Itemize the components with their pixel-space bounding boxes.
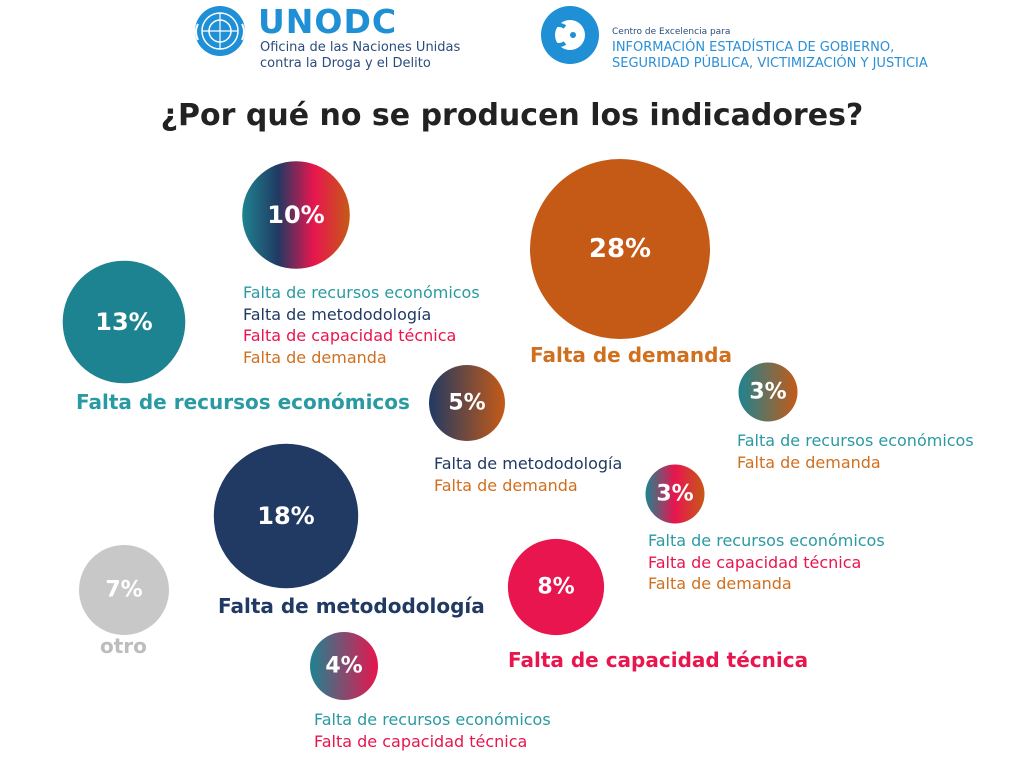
bubble-value-8: 7% [105,578,142,603]
bubble-6 [213,443,359,589]
bubble-1 [242,161,350,269]
bubble-label-7: Falta de recursos económicos Falta de cap… [648,530,885,595]
cause-recursos: Falta de recursos económicos [737,431,974,450]
bubble-value-7: 3% [656,482,693,507]
cause-demanda: Falta de demanda [243,347,387,367]
cees-line2: SEGURIDAD PÚBLICA, VICTIMIZACIÓN Y JUSTI… [612,56,928,71]
bubble-4 [429,365,505,441]
cause-demanda: Falta de demanda [434,475,578,495]
cause-recursos: Falta de recursos económicos [314,710,551,729]
bubble-label-5: Falta de recursos económicos Falta de dem… [737,430,974,473]
bubble-2 [530,159,710,339]
unodc-subtitle-line1: Oficina de las Naciones Unidas [260,40,461,55]
cause-demanda: Falta de demanda [648,574,792,593]
cause-demanda: Falta de demanda [530,343,732,367]
cause-metodologia: Falta de metododología [243,304,432,324]
cause-metodologia: Falta de metododología [218,594,485,618]
bubble-7 [645,464,705,524]
bubble-value-1: 10% [267,201,324,229]
bubble-8 [79,545,169,635]
cause-capacidad: Falta de capacidad técnica [314,731,528,751]
unodc-subtitle-line2: contra la Droga y el Delito [260,56,431,71]
cause-otro: otro [100,634,147,658]
bubble-label-10: Falta de recursos económicos Falta de cap… [314,709,551,752]
cees-caption: Centro de Excelencia para [612,27,731,37]
cause-capacidad: Falta de capacidad técnica [243,326,457,345]
bubble-value-3: 13% [95,308,152,336]
un-emblem-icon [195,6,245,56]
bubble-3 [62,260,186,384]
bubble-label-8: otro [100,634,147,658]
cause-recursos: Falta de recursos económicos [243,283,480,302]
bubble-value-9: 8% [537,575,574,600]
cause-demanda: Falta de demanda [737,452,881,472]
cees-line1: INFORMACIÓN ESTADÍSTICA DE GOBIERNO, [612,40,895,55]
bubble-label-2: Falta de demanda [530,343,732,367]
bubble-label-9: Falta de capacidad técnica [508,648,809,672]
bubble-label-1: Falta de recursos económicos Falta de met… [243,282,480,368]
chart-title: ¿Por qué no se producen los indicadores? [160,98,864,133]
cause-metodologia: Falta de metododología [434,454,623,473]
header: UNODC Oficina de las Naciones Unidas con… [0,0,1024,90]
bubble-10 [310,632,378,700]
bubble-value-5: 3% [749,380,786,405]
bubble-5 [738,362,798,422]
cause-capacidad: Falta de capacidad técnica [648,552,862,572]
bubble-value-2: 28% [589,234,651,264]
unodc-title: UNODC [258,2,398,41]
cause-recursos: Falta de recursos económicos [648,531,885,550]
bubble-9 [507,538,605,636]
bubble-value-10: 4% [325,654,362,679]
bubble-label-3: Falta de recursos económicos [76,390,410,414]
bubble-value-4: 5% [448,391,485,416]
bubble-value-6: 18% [257,502,314,530]
bubble-label-4: Falta de metododología Falta de demanda [434,453,622,496]
bubble-label-6: Falta de metododología [218,594,485,618]
cees-logo-icon [541,6,599,64]
cause-recursos: Falta de recursos económicos [76,390,410,414]
cause-capacidad: Falta de capacidad técnica [508,648,809,672]
